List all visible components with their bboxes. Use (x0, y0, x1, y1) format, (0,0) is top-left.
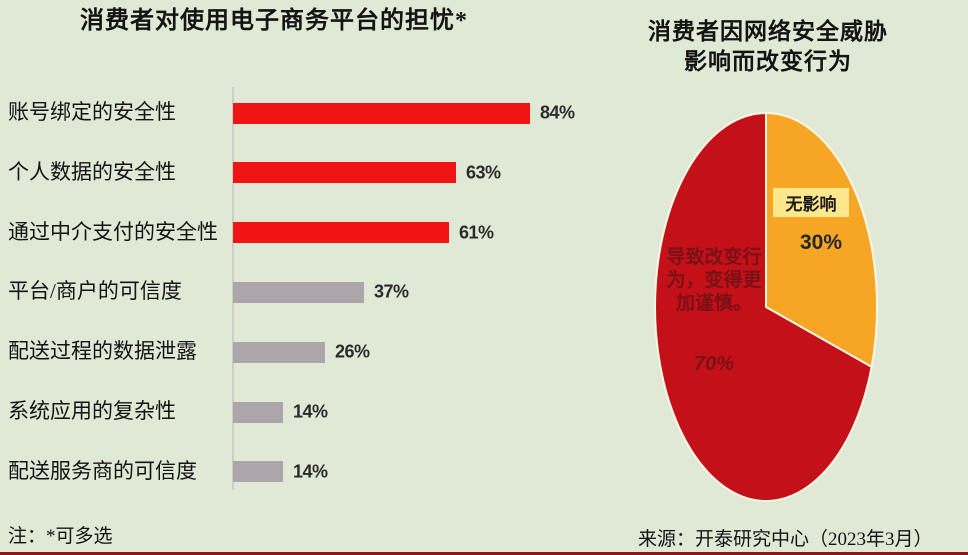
bar-category-label: 平台/商户的可信度 (8, 279, 182, 304)
bar-value-label: 14% (293, 461, 328, 482)
source-attribution: 来源：开泰研究中心（2023年3月） (638, 529, 933, 550)
bar (233, 102, 530, 124)
bar (233, 162, 456, 184)
bottom-divider (0, 552, 968, 555)
bar-value-label: 14% (293, 401, 328, 422)
bar (233, 401, 283, 423)
bar-chart-title: 消费者对使用电子商务平台的担忧* (80, 8, 468, 34)
bar-value-label: 63% (466, 162, 501, 183)
pie-chart-title-line2: 影响而改变行为 (684, 49, 852, 75)
bar-category-label: 账号绑定的安全性 (8, 100, 176, 125)
pie-chart-title: 消费者因网络安全威胁 影响而改变行为 (593, 17, 943, 78)
bar-category-label: 个人数据的安全性 (8, 159, 176, 184)
bar (233, 281, 364, 303)
footnote: 注：*可多选 (8, 526, 113, 547)
pie-label-no-impact: 无影响 (773, 188, 849, 217)
pie-value-changed-behavior: 70% (694, 353, 735, 375)
pie-value-no-impact: 30% (799, 231, 843, 254)
bar (233, 461, 283, 483)
bar-value-label: 37% (374, 281, 409, 302)
bar-category-label: 通过中介支付的安全性 (8, 219, 218, 244)
pie-slice-1 (654, 112, 873, 502)
bar-value-label: 61% (459, 222, 494, 243)
bar (233, 341, 325, 363)
bar-category-label: 配送过程的数据泄露 (8, 339, 197, 364)
pie-slice-0 (765, 112, 879, 368)
bar-category-label: 配送服务商的可信度 (8, 458, 197, 483)
bar-category-label: 系统应用的复杂性 (8, 399, 176, 424)
bar-value-label: 84% (540, 102, 575, 123)
bar-value-label: 26% (335, 341, 370, 362)
bar (233, 222, 449, 244)
pie-label-changed-behavior: 导致改变行为，变得更加谨慎。 (666, 247, 762, 315)
pie-chart (654, 112, 879, 502)
pie-chart-title-line1: 消费者因网络安全威胁 (648, 19, 888, 44)
